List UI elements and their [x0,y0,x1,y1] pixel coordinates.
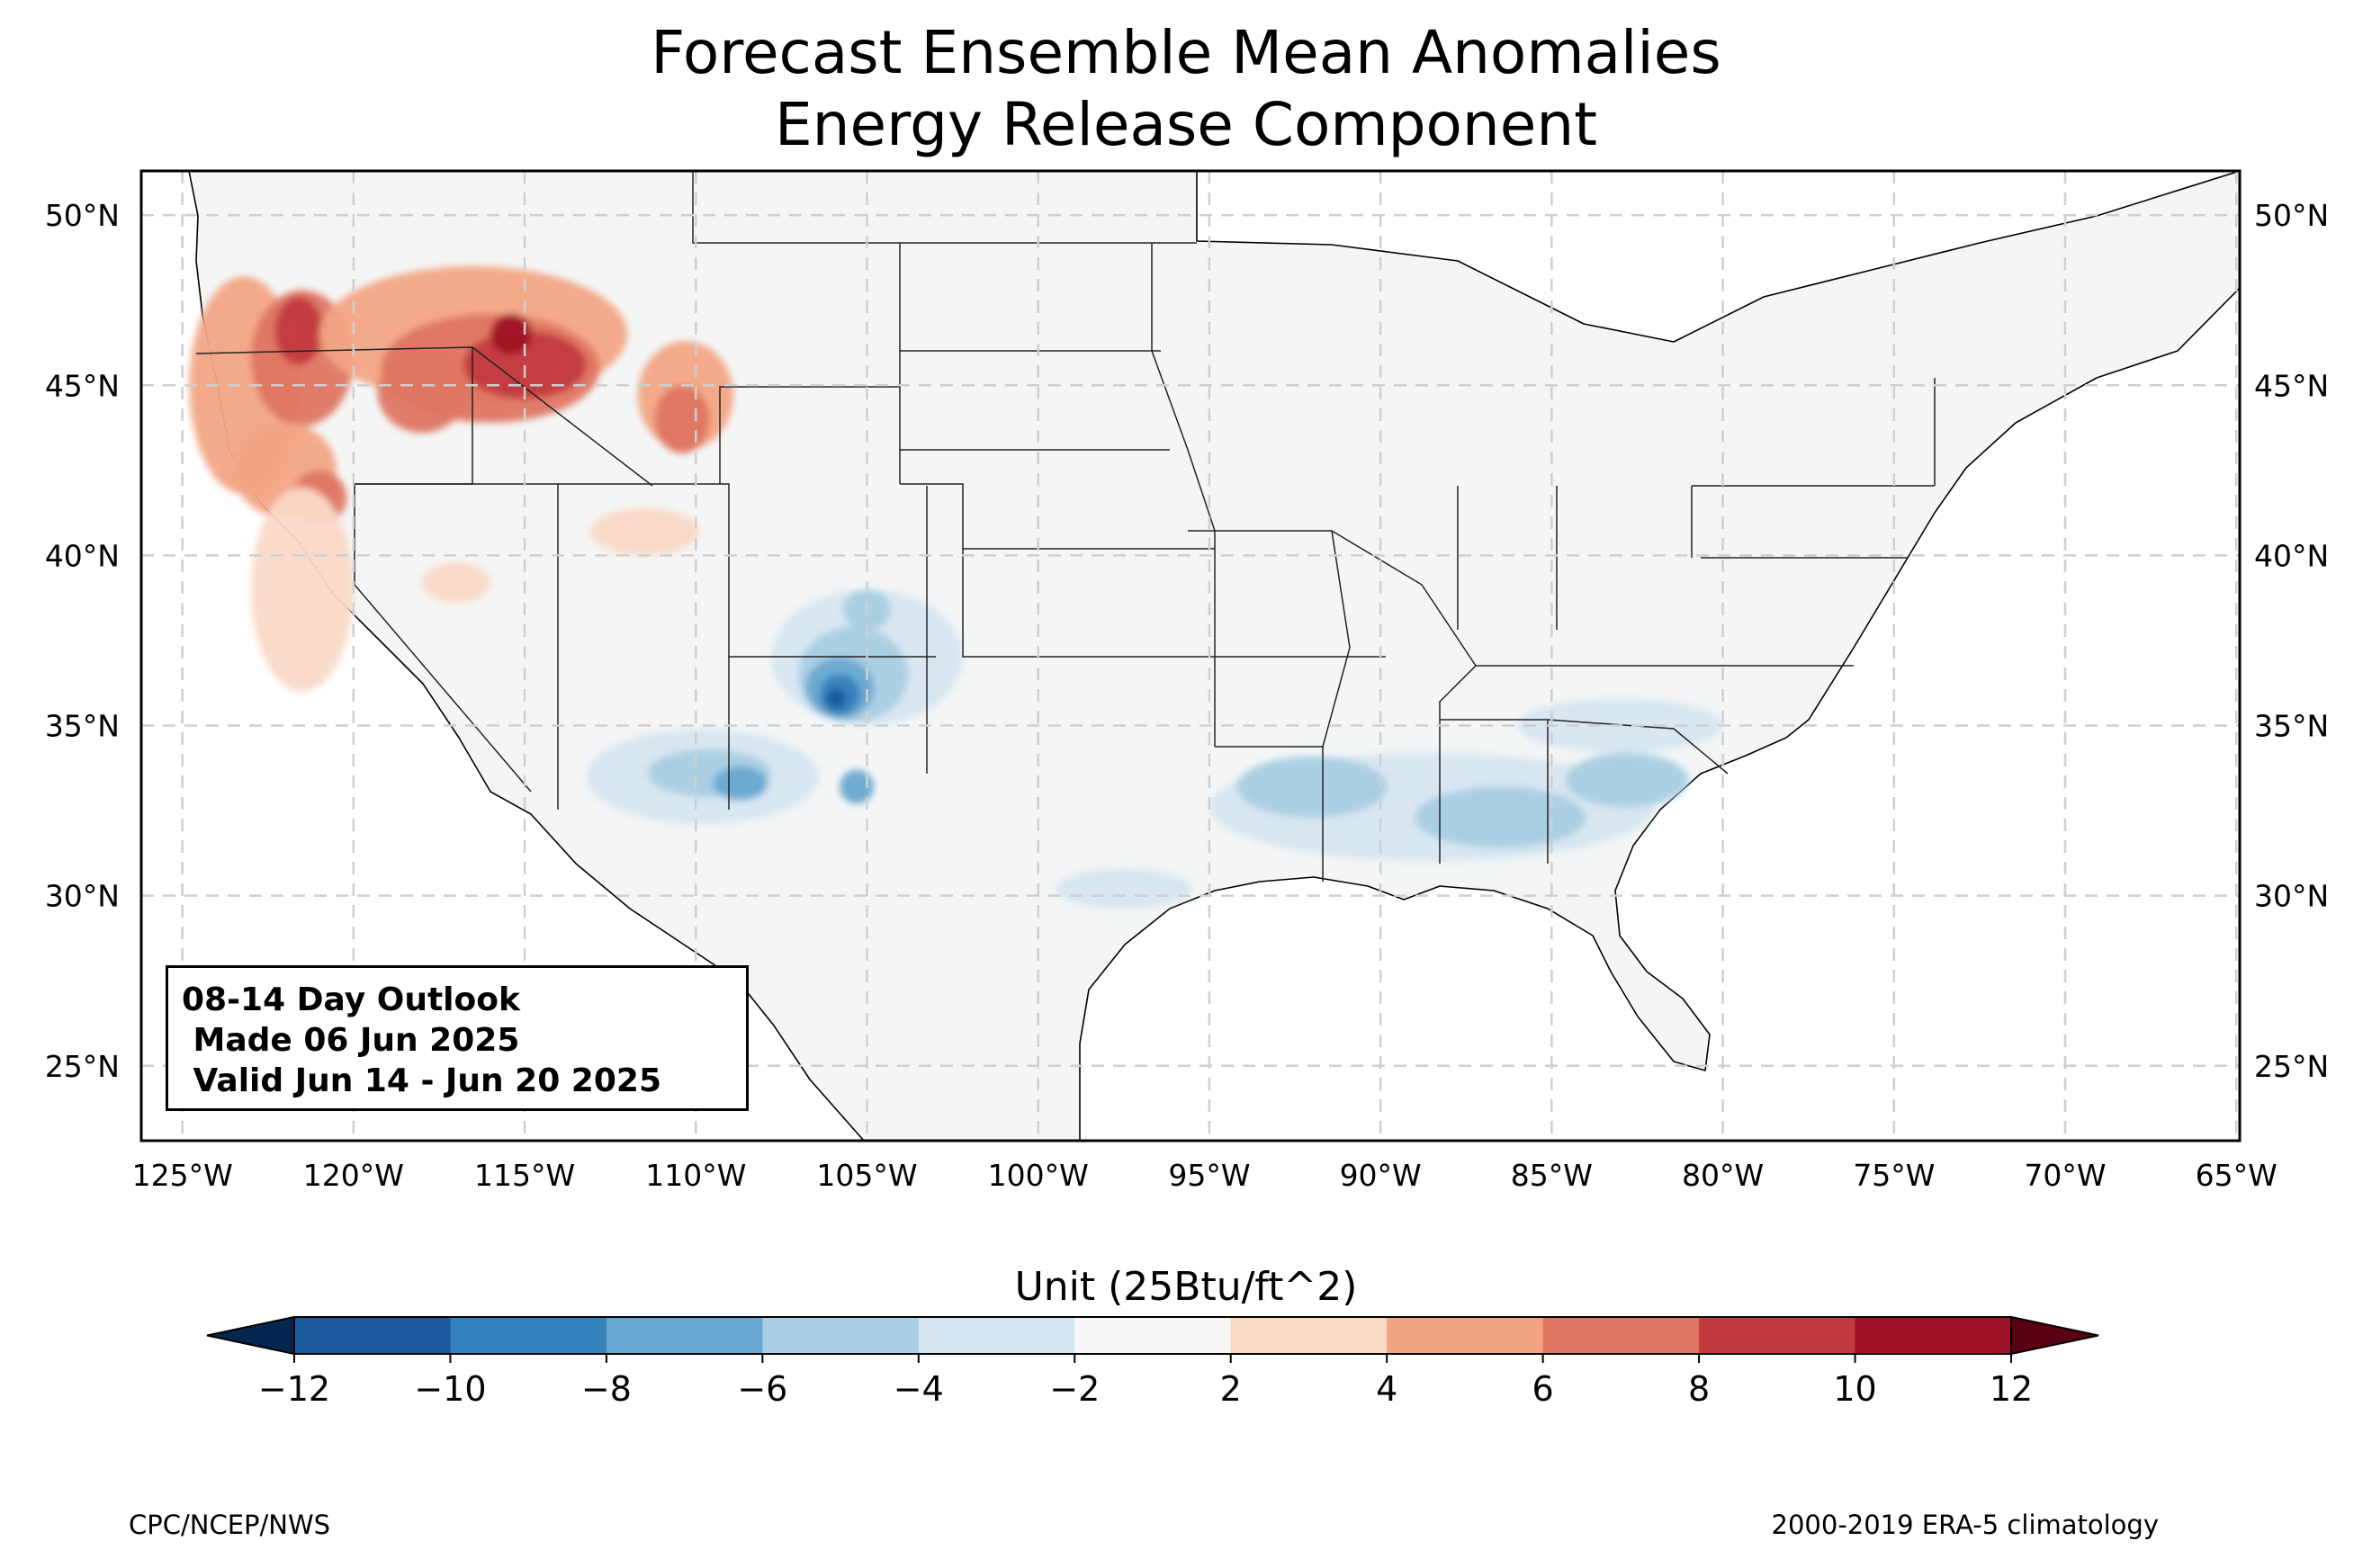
latitude-ticks: 50°N 50°N 45°N 45°N 40°N 40°N 35°N 35°N 30°N 30°N… [45,198,2329,1084]
graticule [141,171,2240,1141]
map-frame [139,169,2242,1142]
anomaly-patch [250,487,354,692]
lat-tick-label-right: 45°N [2254,368,2329,403]
colorbar-bin [450,1317,607,1354]
colorbar-tick-label: 10 [1833,1369,1876,1409]
lat-tick-label-left: 50°N [45,198,120,233]
colorbar-bin [294,1317,451,1354]
anomaly-patch [490,313,532,355]
lat-tick-label-left: 45°N [45,368,120,403]
anomaly-patch [1565,752,1689,808]
colorbar-bin [1542,1317,1700,1354]
outlook-period: 08-14 Day Outlook [182,981,520,1018]
colorbar-tick-label: 4 [1376,1369,1397,1409]
colorbar-bin [1855,1317,2012,1354]
anomaly-patch [1415,786,1586,848]
colorbar-tick-label: −2 [1049,1369,1100,1409]
colorbar-bin [918,1317,1075,1354]
lon-tick-label: 90°W [1340,1158,1422,1193]
colorbar: −12 −10 −8 −6 −4 −2 2 4 6 8 10 12 [206,1315,2099,1409]
lon-tick-label: 95°W [1168,1158,1250,1193]
lat-tick-label-right: 40°N [2254,538,2329,573]
state-borders [195,171,1936,882]
lon-tick-label: 65°W [2196,1158,2278,1193]
lon-tick-label: 100°W [988,1158,1089,1193]
lat-tick-label-left: 35°N [45,709,120,744]
anomaly-contours [189,265,1723,909]
lon-tick-label: 85°W [1511,1158,1593,1193]
credit-climatology: 2000-2019 ERA-5 climatology [1771,1510,2159,1540]
colorbar-tick-label: 2 [1220,1369,1242,1409]
lon-tick-label: 120°W [303,1158,404,1193]
lon-tick-label: 70°W [2024,1158,2106,1193]
lon-tick-label: 80°W [1682,1158,1764,1193]
anomaly-patch [1055,868,1192,909]
colorbar-tick-label: −8 [581,1369,632,1409]
anomaly-patch [421,561,491,604]
anomaly-patch [713,766,768,801]
map-title-line-2: Energy Release Component [774,90,1598,159]
credit-source: CPC/NCEP/NWS [129,1510,331,1540]
lon-tick-label: 105°W [816,1158,917,1193]
lon-tick-label: 75°W [1853,1158,1935,1193]
colorbar-over-arrow [2010,1315,2099,1356]
colorbar-bin [1074,1317,1232,1354]
colorbar-bin [762,1317,920,1354]
anomaly-patch [825,687,847,709]
anomaly-patch [463,330,587,399]
colorbar-tick-label: 6 [1532,1369,1554,1409]
lat-tick-label-left: 25°N [45,1049,120,1084]
colorbar-label: Unit (25Btu/ft^2) [1014,1264,1358,1310]
lon-tick-label: 110°W [645,1158,746,1193]
colorbar-bin [1387,1317,1544,1354]
anomaly-patch [654,385,710,453]
colorbar-bin [606,1317,763,1354]
longitude-ticks: 125°W 120°W 115°W 110°W 105°W 100°W 95°W 90°W 85… [132,1158,2278,1193]
colorbar-bin [1230,1317,1388,1354]
lat-tick-label-right: 35°N [2254,709,2329,744]
anomaly-patch [377,351,467,434]
lat-tick-label-right: 25°N [2254,1049,2329,1084]
colorbar-tick-label: −12 [258,1369,330,1409]
anomaly-patch [274,296,323,365]
colorbar-tick-label: −4 [894,1369,944,1409]
lat-tick-label-left: 30°N [45,879,120,914]
lon-tick-label: 125°W [132,1158,233,1193]
outlook-valid-range: Valid Jun 14 - Jun 20 2025 [182,1062,662,1099]
colorbar-tick-label: −6 [737,1369,787,1409]
colorbar-frame [293,1316,2012,1355]
lat-tick-label-left: 40°N [45,538,120,573]
lon-tick-label: 115°W [474,1158,575,1193]
colorbar-under-arrow [206,1315,295,1356]
anomaly-patch [840,769,875,804]
anomaly-patch [589,507,700,556]
colorbar-tick-label: 8 [1688,1369,1710,1409]
anomaly-patch [1236,756,1388,818]
lat-tick-label-right: 30°N [2254,879,2329,914]
colorbar-tick-label: −10 [414,1369,486,1409]
lat-tick-label-right: 50°N [2254,198,2329,233]
map-title-line-1: Forecast Ensemble Mean Anomalies [651,18,1721,87]
colorbar-tick-label: 12 [1990,1369,2033,1409]
outlook-made-date: Made 06 Jun 2025 [182,1022,520,1059]
outlook-info-box: 08-14 Day Outlook Made 06 Jun 2025 Valid… [166,965,749,1111]
colorbar-bin [1699,1317,1856,1354]
